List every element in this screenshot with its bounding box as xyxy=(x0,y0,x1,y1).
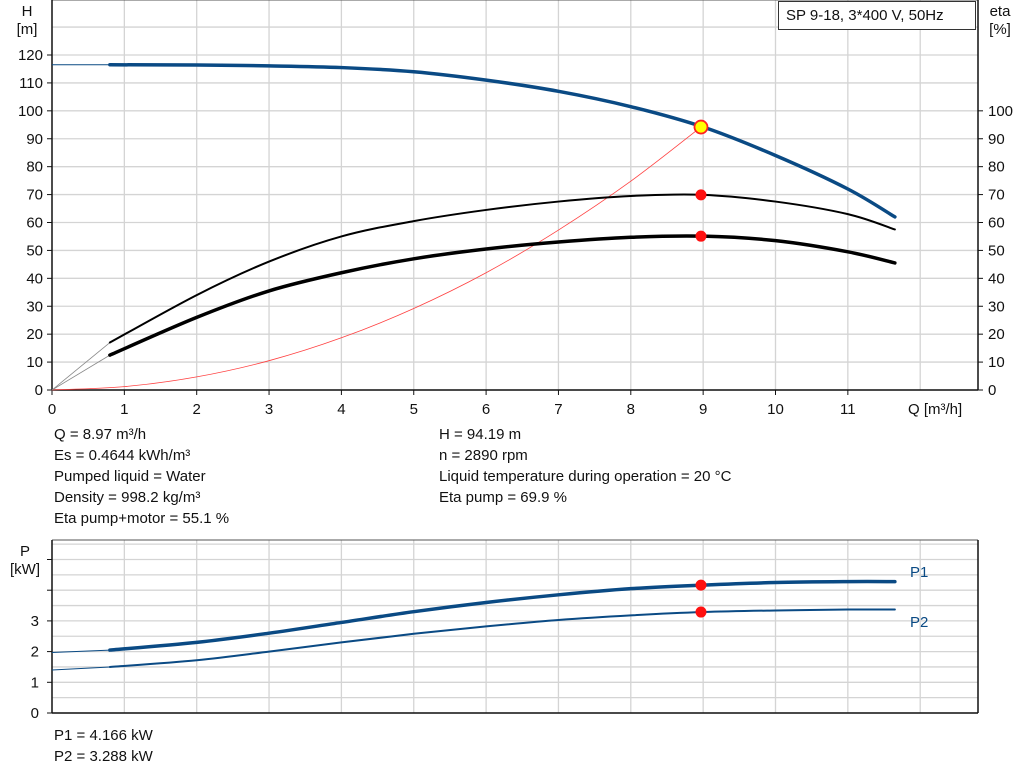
x-tick-label: 9 xyxy=(699,401,707,418)
y-tick-label: 120 xyxy=(18,47,43,64)
power-info: P1 = 4.166 kW P2 = 3.288 kW xyxy=(54,725,153,767)
p1-curve-extension xyxy=(51,649,110,654)
info-h: H = 94.19 m xyxy=(439,426,522,443)
eta-tick-label: 90 xyxy=(988,131,1005,148)
y-tick-label: 50 xyxy=(26,242,43,259)
eta-tick-label: 30 xyxy=(988,298,1005,315)
eta-total-extension xyxy=(51,354,111,391)
eta-pump-extension xyxy=(51,342,111,391)
y-tick-label: 60 xyxy=(26,215,43,232)
p-tick-label: 0 xyxy=(31,705,39,722)
eta-tick-label: 60 xyxy=(988,215,1005,232)
h-curve xyxy=(108,63,897,219)
eta-tick-label: 100 xyxy=(988,103,1013,120)
x-tick-label: 5 xyxy=(410,401,418,418)
eta-tick-label: 20 xyxy=(988,326,1005,343)
y-tick-label: 100 xyxy=(18,103,43,120)
p1-curve xyxy=(108,579,897,652)
p1-duty-point xyxy=(695,579,707,591)
x-tick-label: 11 xyxy=(840,401,856,418)
y-tick-label: 110 xyxy=(19,75,43,92)
x-tick-label: 0 xyxy=(48,401,56,418)
info-q: Q = 8.97 m³/h xyxy=(54,426,147,443)
eta-axis-label: eta xyxy=(990,3,1012,20)
p2-curve-extension xyxy=(51,666,110,671)
y-tick-label: 90 xyxy=(26,131,43,148)
p-axis-label: P xyxy=(20,543,30,560)
info-left: Q = 8.97 m³/h Es = 0.4644 kWh/m³ Pumped … xyxy=(54,424,229,529)
info-right: H = 94.19 m n = 2890 rpm Liquid temperat… xyxy=(439,424,731,508)
y-tick-label: 70 xyxy=(26,187,43,204)
y-tick-label: 40 xyxy=(26,270,43,287)
y-tick-label: 10 xyxy=(26,354,43,371)
p-tick-label: 2 xyxy=(31,644,39,661)
y-tick-label: 20 xyxy=(26,326,43,343)
x-tick-label: 2 xyxy=(193,401,201,418)
eta-tick-label: 10 xyxy=(988,354,1005,371)
x-tick-label: 8 xyxy=(627,401,635,418)
p2-duty-point xyxy=(695,606,707,618)
bottom-bg xyxy=(52,540,978,713)
info-es: Es = 0.4644 kWh/m³ xyxy=(54,447,191,464)
eta-tick-label: 50 xyxy=(988,242,1005,259)
system-curve xyxy=(51,126,702,391)
pump-title-box: SP 9-18, 3*400 V, 50Hz xyxy=(778,1,976,30)
info-n: n = 2890 rpm xyxy=(439,447,528,464)
eta-tick-label: 80 xyxy=(988,159,1005,176)
p-unit-label: [kW] xyxy=(10,561,40,578)
info-temp: Liquid temperature during operation = 20… xyxy=(439,468,732,485)
info-density: Density = 998.2 kg/m³ xyxy=(54,489,201,506)
p1-label: P1 xyxy=(910,564,928,581)
eta-tick-label: 40 xyxy=(988,270,1005,287)
eta-unit-label: [%] xyxy=(989,21,1011,38)
p-tick-label: 1 xyxy=(31,674,39,691)
p2-label: P2 xyxy=(910,614,928,631)
eta-tick-label: 70 xyxy=(988,187,1005,204)
y-tick-label: 30 xyxy=(26,298,43,315)
h-duty-point xyxy=(693,119,709,135)
h-unit-label: [m] xyxy=(17,21,38,38)
info-eta-total: Eta pump+motor = 55.1 % xyxy=(54,510,230,527)
info-liquid: Pumped liquid = Water xyxy=(54,468,206,485)
x-tick-label: 4 xyxy=(337,401,345,418)
eta-total-curve xyxy=(108,234,897,357)
info-p1: P1 = 4.166 kW xyxy=(54,727,153,744)
x-tick-label: 7 xyxy=(554,401,562,418)
eta-pump-duty-point xyxy=(695,189,707,201)
x-tick-label: 10 xyxy=(767,401,784,418)
x-tick-label: 3 xyxy=(265,401,273,418)
y-tick-label: 80 xyxy=(26,159,43,176)
p2-curve xyxy=(108,608,896,668)
x-tick-label: 1 xyxy=(120,401,128,418)
x-tick-label: 6 xyxy=(482,401,490,418)
info-eta-pump: Eta pump = 69.9 % xyxy=(439,489,567,506)
p-tick-label: 3 xyxy=(31,613,39,630)
info-p2: P2 = 3.288 kW xyxy=(54,748,153,765)
q-axis-label: Q [m³/h] xyxy=(908,401,962,418)
eta-tick-label: 0 xyxy=(988,382,996,399)
eta-pump-curve xyxy=(108,193,896,344)
h-axis-label: H xyxy=(22,3,33,20)
y-tick-label: 0 xyxy=(35,382,43,399)
eta-total-duty-point xyxy=(695,230,707,242)
